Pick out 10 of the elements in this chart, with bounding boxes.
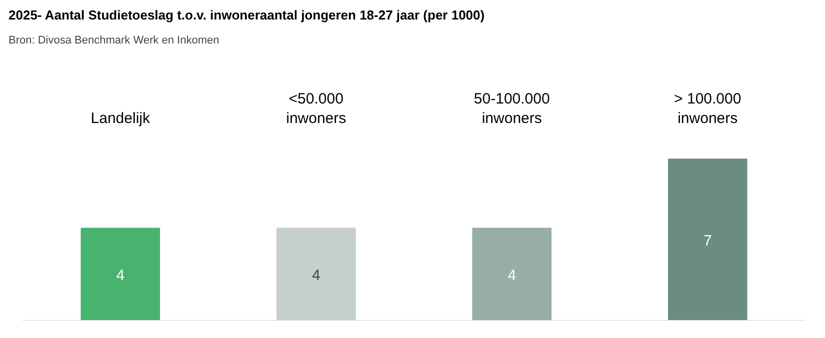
x-tick-label: Landelijk [90,110,150,127]
chart-title: 2025- Aantal Studietoeslag t.o.v. inwoneraantal jongeren 18-27 jaar (per 1000) [8,8,485,22]
chart-subtitle: Bron: Divosa Benchmark Werk en Inkomen [8,34,220,46]
data-label: 4 [116,266,125,284]
x-tick-label: <50.000 inwoners [286,90,346,127]
data-label: 7 [703,232,712,250]
x-tick-label: > 100.000 inwoners [674,90,742,127]
data-label: 4 [508,266,516,284]
data-label: 4 [312,266,320,284]
x-tick-label: 50-100.000 inwoners [474,90,550,127]
